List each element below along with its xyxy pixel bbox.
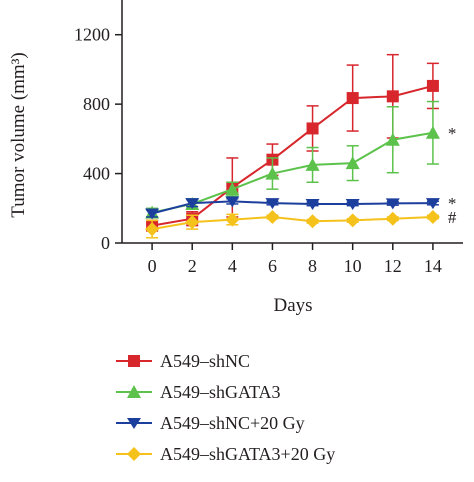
x-tick-label: 14	[424, 256, 442, 276]
data-point	[425, 125, 440, 139]
legend-item-4: A549–shGATA3+20 Gy	[116, 444, 335, 464]
data-point	[425, 209, 440, 224]
data-point	[386, 90, 399, 103]
legend-label: A549–shNC+20 Gy	[160, 413, 305, 433]
data-point	[426, 79, 439, 92]
x-tick-label: 6	[268, 256, 277, 276]
data-point	[185, 198, 200, 210]
data-point	[425, 198, 440, 210]
legend-marker	[127, 385, 141, 398]
y-tick-label: 800	[83, 94, 110, 114]
data-point	[306, 122, 319, 135]
x-tick-label: 2	[188, 256, 197, 276]
axes	[121, 0, 463, 244]
y-axis-title: Tumor volume (mm³)	[8, 52, 29, 217]
significance-mark: *	[448, 194, 457, 213]
series-3	[145, 196, 440, 220]
data-point	[265, 198, 280, 210]
series-line	[151, 131, 434, 214]
data-point	[385, 132, 400, 146]
data-point	[345, 198, 360, 210]
data-point	[225, 196, 240, 208]
series-line	[151, 84, 434, 227]
data-point	[345, 213, 360, 228]
data-point	[345, 156, 360, 170]
significance-mark: #	[448, 208, 457, 227]
legend-marker	[127, 447, 141, 461]
x-tick-label: 8	[308, 256, 317, 276]
legend-marker	[127, 418, 141, 429]
x-tick-label: 4	[228, 256, 237, 276]
data-point	[145, 222, 160, 237]
series-layer	[145, 53, 440, 239]
data-point	[385, 198, 400, 210]
legend: A549–shNC A549–shGATA3 A549–shNC+20 Gy A549…	[116, 351, 335, 464]
legend-label: A549–shGATA3	[160, 382, 281, 402]
legend-item-1: A549–shNC	[116, 351, 250, 371]
legend-label: A549–shNC	[160, 351, 250, 371]
data-point	[346, 92, 359, 105]
x-tick-label: 12	[384, 256, 402, 276]
data-point	[225, 182, 240, 196]
x-tick-label: 0	[148, 256, 157, 276]
data-point	[185, 215, 200, 230]
legend-marker	[128, 355, 140, 367]
y-tick-label: 1200	[74, 25, 110, 45]
x-tick-label: 10	[344, 256, 362, 276]
data-point	[225, 212, 240, 227]
data-point	[305, 157, 320, 171]
series-4	[145, 209, 440, 239]
data-point	[145, 208, 160, 220]
legend-item-2: A549–shGATA3	[116, 382, 281, 402]
x-axis-title: Days	[273, 295, 312, 316]
legend-item-3: A549–shNC+20 Gy	[116, 413, 305, 433]
ticks: 0 400 800 1200 0 2 4 6 8 10 12 14	[74, 25, 442, 276]
y-tick-label: 400	[83, 164, 110, 184]
data-point	[265, 209, 280, 224]
annotations: **#	[448, 124, 457, 227]
data-point	[305, 214, 320, 229]
data-point	[385, 211, 400, 226]
series-line	[151, 200, 433, 215]
data-point	[305, 198, 320, 210]
data-point	[265, 166, 280, 180]
y-tick-label: 0	[101, 233, 110, 253]
significance-mark: *	[448, 124, 457, 143]
legend-label: A549–shGATA3+20 Gy	[160, 444, 335, 464]
